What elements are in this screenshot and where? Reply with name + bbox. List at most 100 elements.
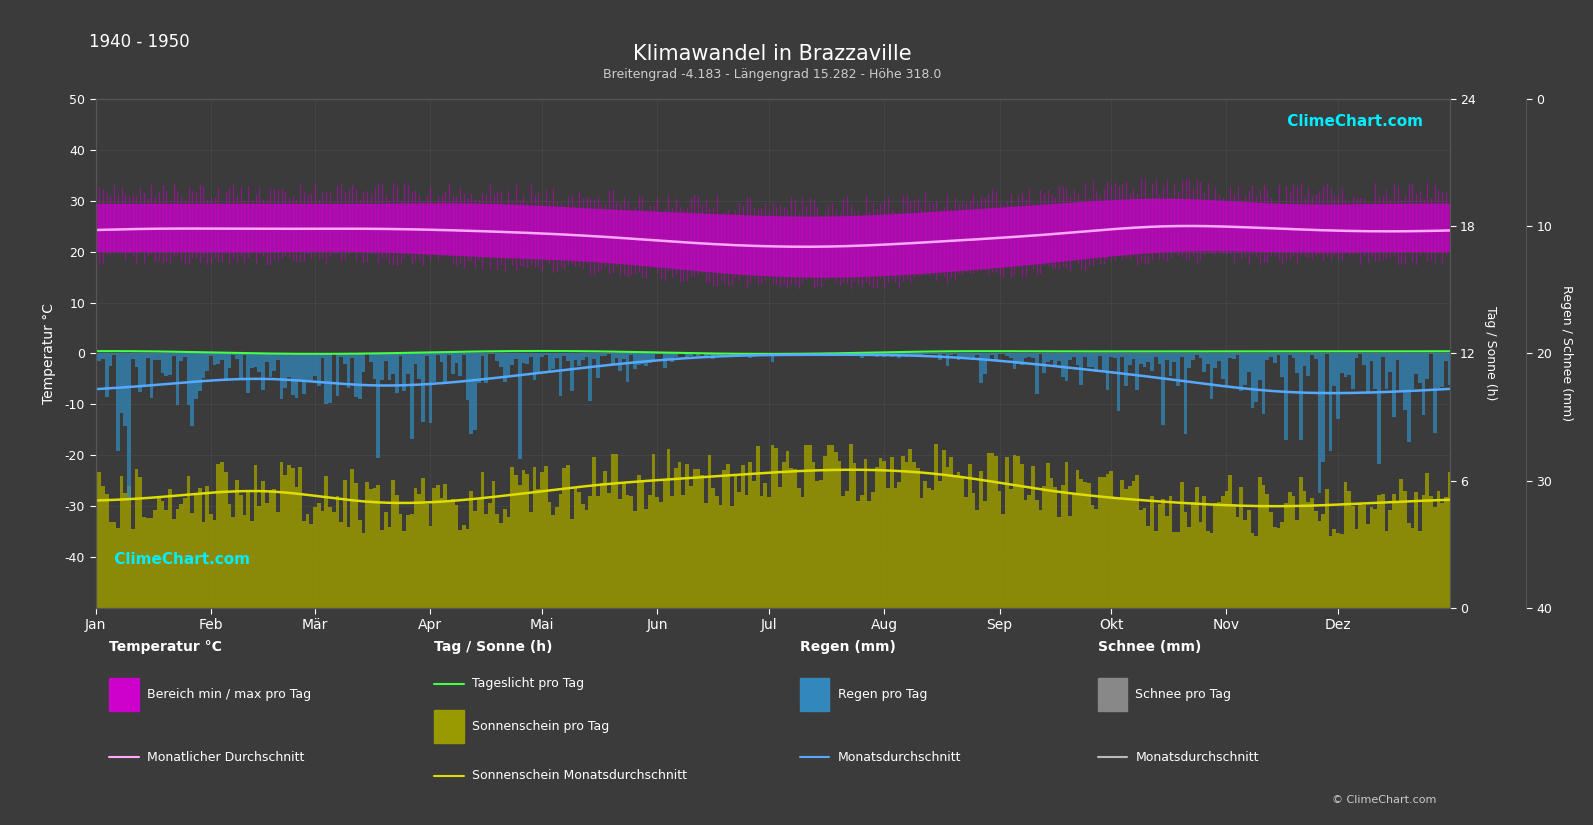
Bar — [852, 463, 857, 608]
Bar — [581, 353, 585, 360]
Bar — [648, 495, 652, 608]
Bar — [693, 469, 696, 608]
Bar — [908, 450, 913, 608]
Bar — [139, 478, 142, 608]
Bar — [1325, 488, 1329, 608]
Bar — [913, 462, 916, 608]
Bar — [202, 522, 205, 608]
Bar — [1131, 481, 1136, 608]
Bar — [1270, 512, 1273, 608]
Bar — [1340, 353, 1343, 373]
Bar — [347, 527, 350, 608]
Bar — [1418, 353, 1421, 383]
Bar — [1086, 483, 1091, 608]
Bar — [782, 353, 785, 356]
Bar — [1317, 521, 1321, 608]
Bar — [529, 353, 532, 356]
Bar — [1102, 353, 1106, 372]
Bar — [696, 353, 699, 356]
Bar — [688, 487, 693, 608]
Bar — [663, 353, 666, 368]
Bar — [276, 353, 280, 360]
Bar — [459, 530, 462, 608]
Bar — [202, 353, 205, 378]
Text: Regen (mm): Regen (mm) — [800, 640, 895, 654]
Bar — [142, 516, 147, 608]
Bar — [139, 353, 142, 392]
Bar — [1270, 353, 1273, 357]
Bar — [1024, 500, 1027, 608]
Bar — [451, 353, 454, 374]
Bar — [1329, 353, 1332, 451]
Bar — [693, 353, 696, 355]
Bar — [1192, 353, 1195, 360]
Bar — [1214, 353, 1217, 368]
Bar — [1002, 514, 1005, 608]
Bar — [1064, 462, 1069, 608]
Bar — [830, 446, 835, 608]
Bar — [1403, 492, 1407, 608]
Bar — [1016, 456, 1020, 608]
Bar — [499, 523, 503, 608]
Title: Klimawandel in Brazzaville: Klimawandel in Brazzaville — [634, 44, 911, 64]
Bar — [443, 353, 448, 383]
Bar — [1209, 533, 1214, 608]
Bar — [1016, 353, 1020, 364]
Bar — [655, 497, 660, 608]
Bar — [1091, 353, 1094, 367]
Bar — [790, 353, 793, 355]
Bar — [1094, 353, 1098, 372]
Bar — [228, 353, 231, 368]
Bar — [440, 497, 443, 608]
Bar — [1403, 353, 1407, 409]
Bar — [666, 353, 671, 359]
Bar — [1373, 509, 1376, 608]
Bar — [258, 353, 261, 372]
Bar — [1139, 353, 1142, 365]
Text: Temperatur °C: Temperatur °C — [108, 640, 221, 654]
Bar — [1206, 353, 1209, 364]
Bar — [969, 353, 972, 357]
Bar — [607, 493, 610, 608]
Bar — [135, 469, 139, 608]
Bar — [1321, 353, 1325, 462]
Bar — [919, 498, 924, 608]
Bar — [1086, 353, 1091, 367]
Bar — [1410, 353, 1415, 389]
Bar — [593, 353, 596, 360]
Text: 1940 - 1950: 1940 - 1950 — [89, 33, 190, 51]
Bar — [577, 493, 581, 608]
Bar — [1388, 353, 1392, 372]
Bar — [570, 519, 573, 608]
Bar — [1131, 353, 1136, 359]
Bar — [1421, 495, 1426, 608]
Bar — [1407, 523, 1410, 608]
Bar — [994, 353, 997, 361]
Bar — [1169, 353, 1172, 376]
Bar — [147, 518, 150, 608]
Bar — [1418, 531, 1421, 608]
Bar — [1426, 353, 1429, 379]
Bar — [269, 353, 272, 377]
Bar — [879, 353, 883, 356]
Bar — [470, 491, 473, 608]
Bar — [562, 353, 566, 356]
Bar — [169, 353, 172, 375]
Bar — [588, 353, 593, 401]
Bar — [1013, 455, 1016, 608]
Bar — [406, 515, 409, 608]
Bar — [135, 353, 139, 367]
Bar — [946, 467, 949, 608]
Bar — [1362, 505, 1365, 608]
Bar — [1239, 487, 1243, 608]
Bar — [1254, 353, 1258, 402]
Bar — [704, 503, 707, 608]
Bar — [205, 486, 209, 608]
Bar — [626, 495, 629, 608]
Bar — [515, 474, 518, 608]
Bar — [272, 353, 276, 371]
Bar — [484, 514, 487, 608]
Bar — [715, 496, 718, 608]
Bar — [295, 353, 298, 398]
Bar — [663, 480, 666, 608]
